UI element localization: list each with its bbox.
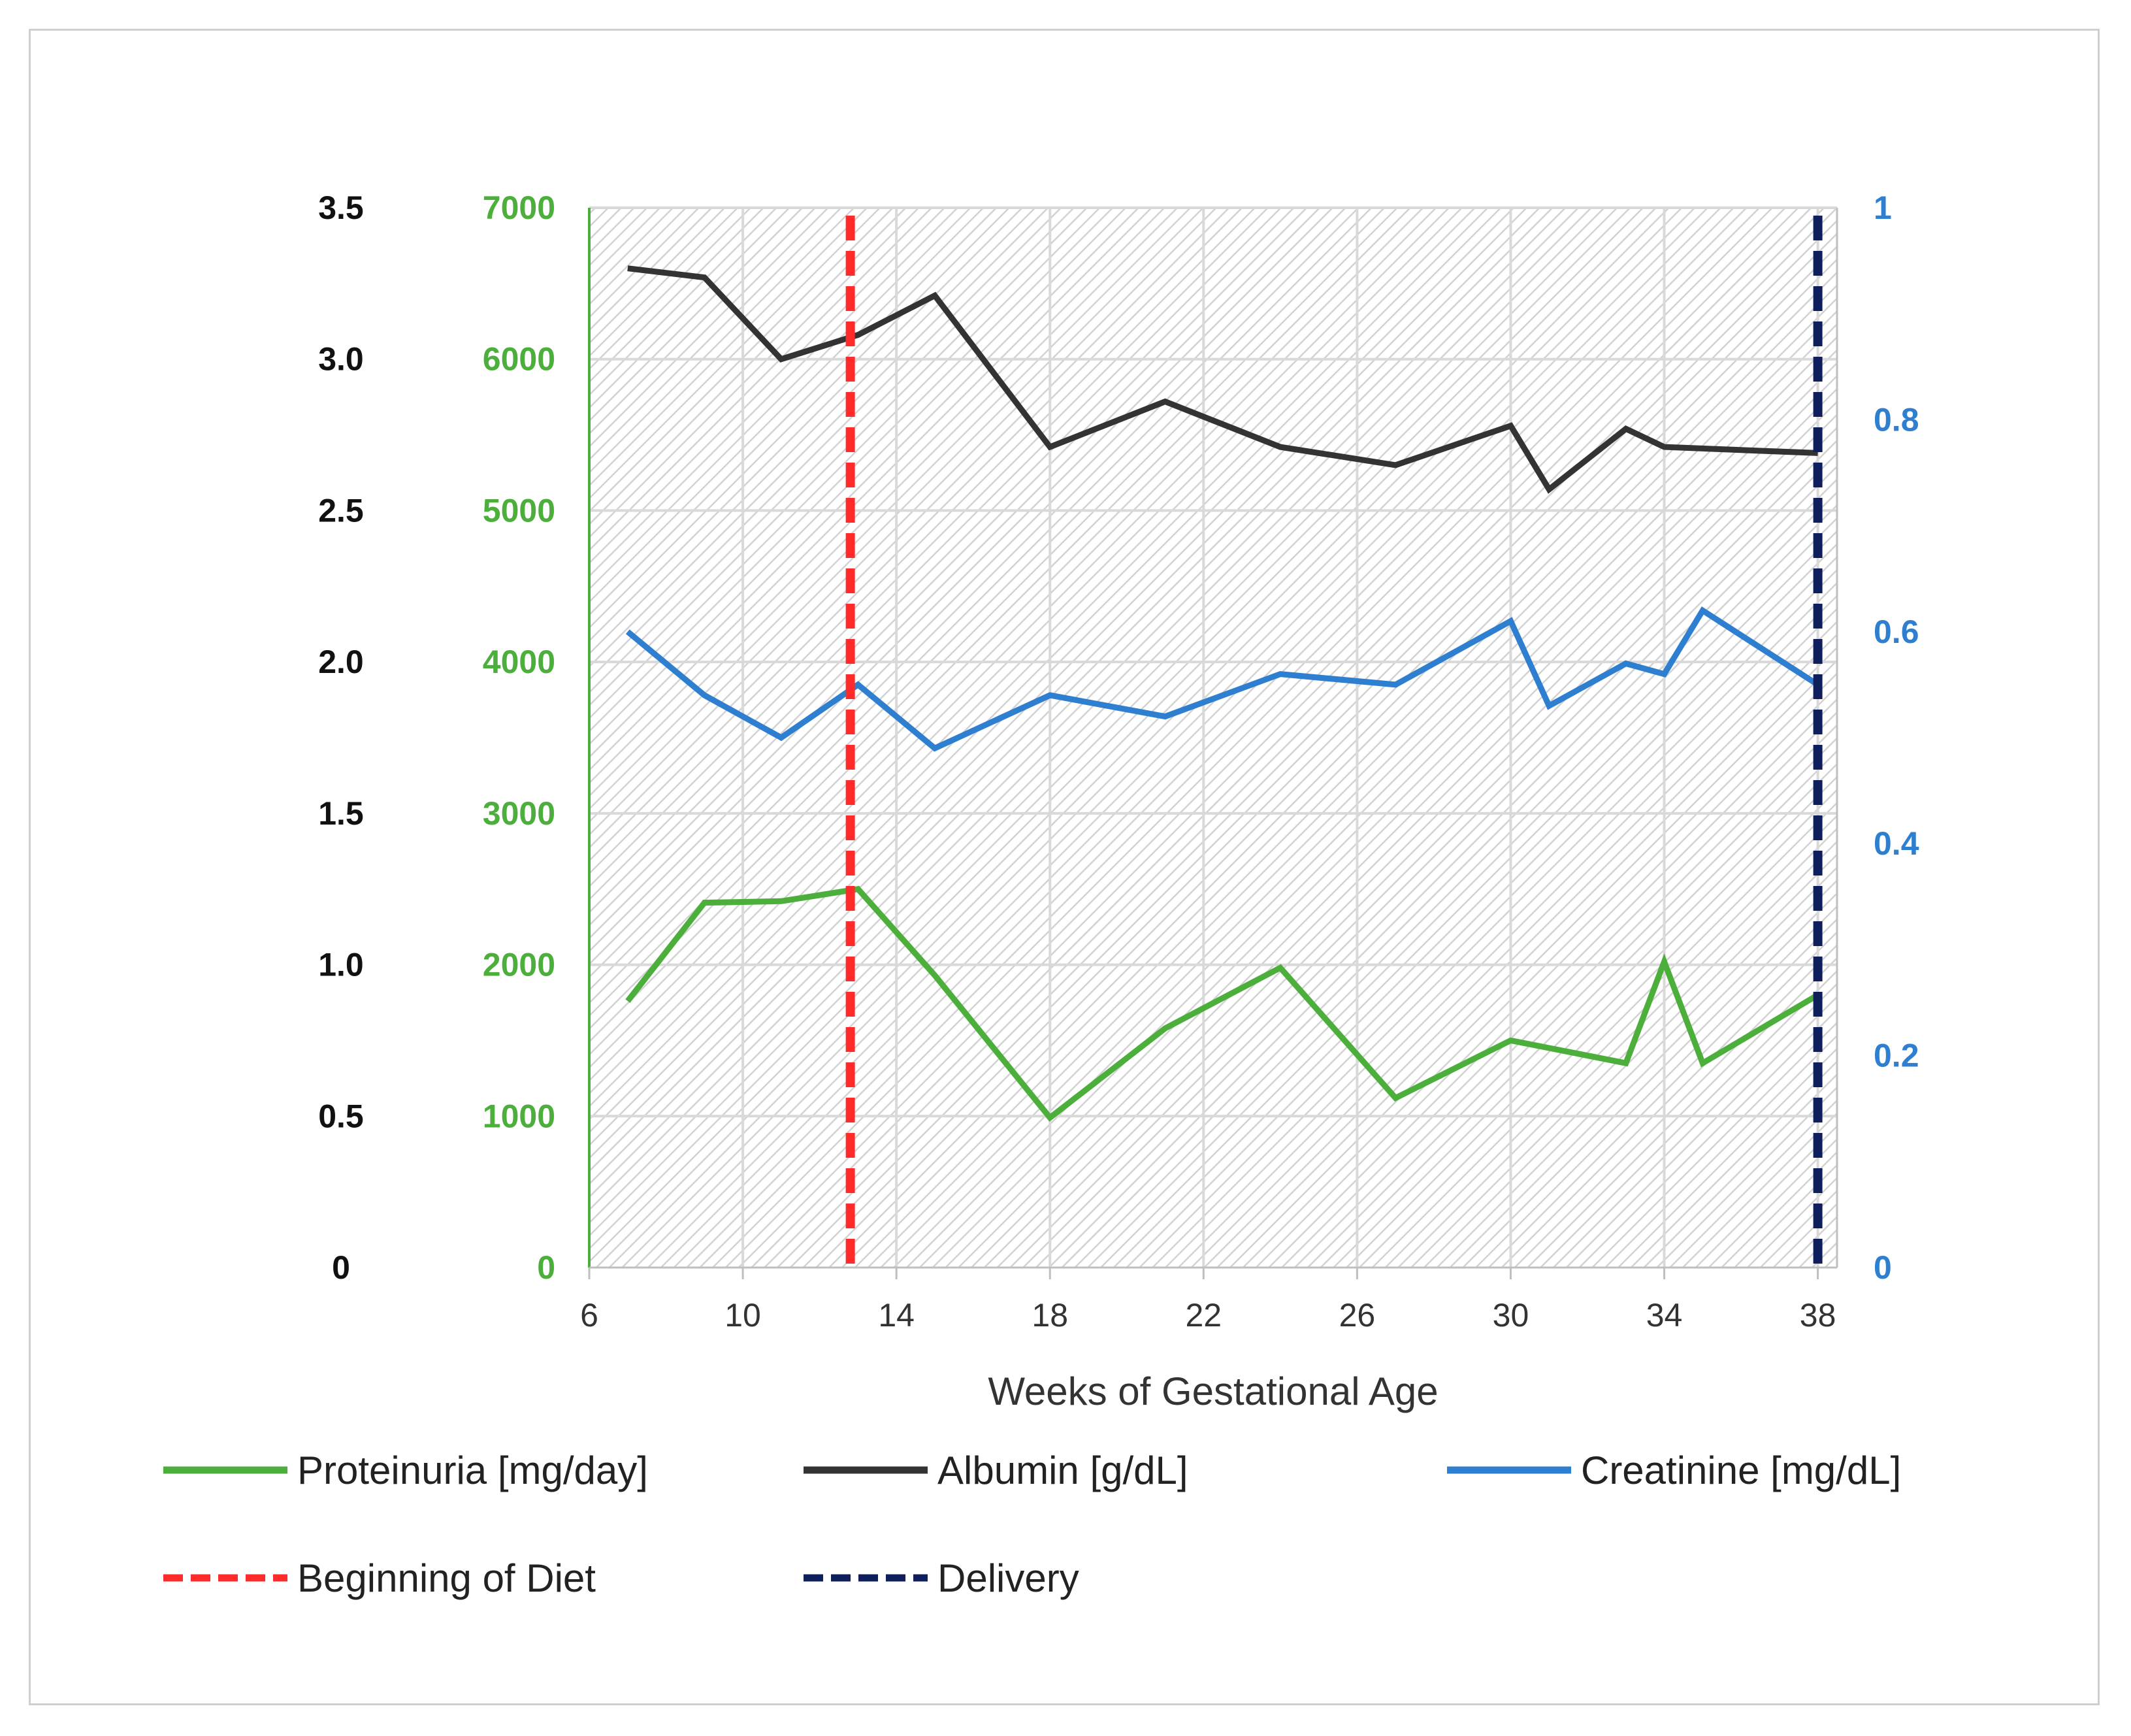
proteinuria-tick-label: 0	[537, 1249, 555, 1286]
legend: Proteinuria [mg/day] Albumin [g/dL] Creati…	[163, 1449, 1901, 1600]
albumin-tick-label: 2.5	[318, 492, 364, 529]
albumin-tick-label: 2.0	[318, 644, 364, 680]
albumin-tick-label: 3.5	[318, 189, 364, 226]
creatinine-tick-label: 0.8	[1874, 401, 1919, 438]
proteinuria-tick-label: 1000	[483, 1098, 555, 1134]
proteinuria-tick-label: 5000	[483, 492, 555, 529]
proteinuria-tick-label: 2000	[483, 947, 555, 983]
axes	[588, 208, 1838, 1279]
plot-area	[589, 208, 1837, 1268]
proteinuria-tick-label: 6000	[483, 341, 555, 378]
creatinine-tick-label: 0.2	[1874, 1038, 1919, 1074]
x-tick-label: 26	[1339, 1297, 1376, 1334]
proteinuria-tick-label: 4000	[483, 644, 555, 680]
creatinine-line	[625, 606, 1820, 752]
legend-label: Creatinine [mg/dL]	[1581, 1449, 1901, 1492]
albumin-tick-label: 1.0	[318, 947, 364, 983]
x-tick-label: 18	[1032, 1297, 1068, 1334]
albumin-tick-label: 0	[332, 1249, 350, 1286]
legend-label: Proteinuria [mg/day]	[297, 1449, 648, 1492]
creatinine-tick-label: 0.6	[1874, 614, 1919, 650]
x-tick-label: 10	[724, 1297, 761, 1334]
x-tick-label: 30	[1493, 1297, 1529, 1334]
albumin-line	[627, 265, 1818, 494]
albumin-tick-label: 0.5	[318, 1098, 364, 1134]
x-tick-label: 6	[580, 1297, 598, 1334]
series-lines	[625, 265, 1820, 1122]
albumin-tick-label: 3.0	[318, 341, 364, 378]
x-tick-label: 38	[1800, 1297, 1836, 1334]
x-tick-label: 34	[1646, 1297, 1683, 1334]
albumin-tick-label: 1.5	[318, 795, 364, 832]
legend-label: Delivery	[937, 1556, 1079, 1600]
proteinuria-line	[625, 885, 1819, 1122]
proteinuria-tick-label: 7000	[483, 189, 555, 226]
creatinine-tick-label: 0.4	[1874, 825, 1919, 862]
proteinuria-tick-label: 3000	[483, 795, 555, 832]
x-tick-label: 22	[1185, 1297, 1222, 1334]
creatinine-tick-label: 0	[1874, 1249, 1892, 1286]
legend-label: Albumin [g/dL]	[937, 1449, 1188, 1492]
creatinine-tick-label: 1	[1874, 189, 1892, 226]
tick-labels: 0 0.5 1.0 1.5 2.0 2.5 3.0 3.5 0 1000 2000 3000 4000 5…	[318, 189, 1919, 1334]
x-axis-title: Weeks of Gestational Age	[988, 1369, 1438, 1413]
legend-label: Beginning of Diet	[297, 1556, 596, 1600]
x-tick-label: 14	[878, 1297, 915, 1334]
